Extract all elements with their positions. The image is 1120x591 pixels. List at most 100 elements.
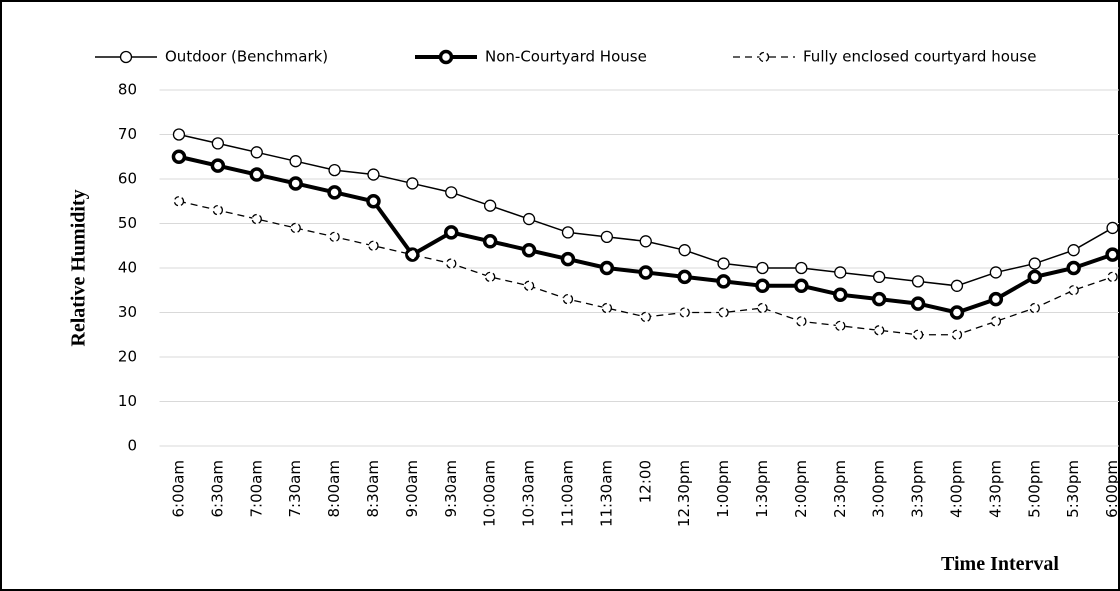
x-tick-label: 8:30am bbox=[364, 460, 382, 518]
marker bbox=[212, 204, 224, 216]
marker bbox=[445, 186, 458, 199]
marker bbox=[367, 168, 380, 181]
y-tick-label: 10 bbox=[118, 392, 137, 410]
x-tick-label: 6:00am bbox=[169, 460, 187, 518]
x-tick-label: 5:30pm bbox=[1064, 460, 1082, 518]
marker bbox=[1068, 285, 1079, 296]
marker bbox=[1028, 257, 1041, 270]
x-tick-label: 2:00pm bbox=[792, 460, 810, 518]
x-tick-label: 7:00am bbox=[247, 460, 265, 518]
x-tick-label: 10:30am bbox=[520, 460, 538, 527]
marker bbox=[210, 158, 226, 173]
x-tick-label: 11:00am bbox=[558, 460, 576, 527]
y-tick-label: 80 bbox=[118, 81, 137, 99]
marker bbox=[873, 270, 886, 284]
marker bbox=[600, 230, 613, 244]
x-tick-label: 9:00am bbox=[403, 460, 421, 518]
marker bbox=[1067, 244, 1080, 257]
marker bbox=[911, 275, 925, 288]
marker bbox=[601, 302, 612, 314]
marker bbox=[990, 316, 1001, 327]
marker bbox=[366, 194, 381, 209]
marker bbox=[561, 226, 575, 239]
y-tick-label: 50 bbox=[118, 214, 137, 232]
marker bbox=[444, 225, 459, 240]
x-tick-label: 6:00pm bbox=[1103, 460, 1120, 518]
x-axis-label: Time Interval bbox=[941, 553, 1059, 575]
marker bbox=[949, 305, 965, 320]
marker bbox=[639, 235, 652, 248]
marker bbox=[446, 258, 457, 269]
x-tick-label: 7:30am bbox=[286, 460, 304, 518]
legend-label: Fully enclosed courtyard house bbox=[803, 48, 1036, 66]
marker bbox=[874, 325, 885, 336]
marker bbox=[171, 149, 187, 164]
marker bbox=[329, 231, 340, 243]
marker bbox=[795, 261, 808, 275]
marker bbox=[871, 291, 887, 307]
marker bbox=[172, 128, 186, 141]
marker bbox=[833, 287, 848, 302]
x-tick-label: 1:00pm bbox=[714, 460, 732, 518]
marker bbox=[718, 307, 729, 318]
y-tick-label: 0 bbox=[127, 437, 137, 455]
marker bbox=[562, 293, 574, 305]
legend-marker bbox=[758, 51, 770, 63]
x-tick-label: 4:30pm bbox=[986, 460, 1004, 518]
marker bbox=[290, 222, 301, 234]
x-tick-label: 5:00pm bbox=[1025, 460, 1043, 518]
marker bbox=[327, 185, 342, 200]
marker bbox=[912, 329, 924, 340]
x-tick-label: 6:30am bbox=[208, 460, 226, 518]
marker bbox=[173, 196, 185, 207]
marker bbox=[716, 274, 731, 289]
marker bbox=[950, 279, 964, 292]
marker bbox=[560, 251, 576, 267]
marker bbox=[640, 311, 651, 323]
marker bbox=[678, 244, 691, 257]
series bbox=[172, 128, 1119, 292]
marker bbox=[717, 257, 730, 270]
marker bbox=[211, 137, 225, 150]
legend-marker bbox=[438, 49, 454, 65]
marker bbox=[368, 240, 379, 251]
marker bbox=[407, 249, 418, 260]
marker bbox=[756, 261, 769, 275]
x-tick-label: 3:00pm bbox=[870, 460, 888, 518]
y-tick-label: 60 bbox=[118, 170, 137, 188]
legend-label: Non-Courtyard House bbox=[485, 48, 647, 66]
marker bbox=[755, 278, 770, 294]
marker bbox=[249, 167, 264, 182]
marker bbox=[599, 260, 615, 276]
marker bbox=[677, 269, 692, 285]
marker bbox=[638, 265, 653, 280]
marker bbox=[1029, 302, 1040, 314]
marker bbox=[1107, 271, 1118, 283]
series bbox=[173, 196, 1118, 340]
marker bbox=[483, 199, 497, 212]
legend-marker bbox=[119, 50, 133, 64]
marker bbox=[988, 291, 1004, 307]
marker bbox=[796, 316, 807, 327]
x-tick-label: 11:30am bbox=[597, 460, 615, 527]
y-tick-label: 30 bbox=[118, 303, 137, 321]
x-tick-label: 2:30pm bbox=[831, 460, 849, 518]
marker bbox=[1105, 247, 1120, 262]
series bbox=[171, 149, 1120, 320]
marker bbox=[910, 296, 926, 311]
marker bbox=[328, 163, 341, 177]
x-tick-label: 12.30pm bbox=[675, 460, 693, 527]
y-axis-label: Relative Humidity bbox=[68, 189, 90, 346]
x-tick-label: 3:30pm bbox=[909, 460, 927, 518]
marker bbox=[1106, 221, 1119, 235]
marker bbox=[951, 329, 963, 340]
marker bbox=[482, 234, 498, 249]
marker bbox=[1027, 269, 1042, 285]
x-tick-label: 12:00 bbox=[636, 460, 654, 503]
marker bbox=[1066, 260, 1081, 276]
y-tick-label: 20 bbox=[118, 348, 137, 366]
legend-label: Outdoor (Benchmark) bbox=[165, 48, 328, 66]
